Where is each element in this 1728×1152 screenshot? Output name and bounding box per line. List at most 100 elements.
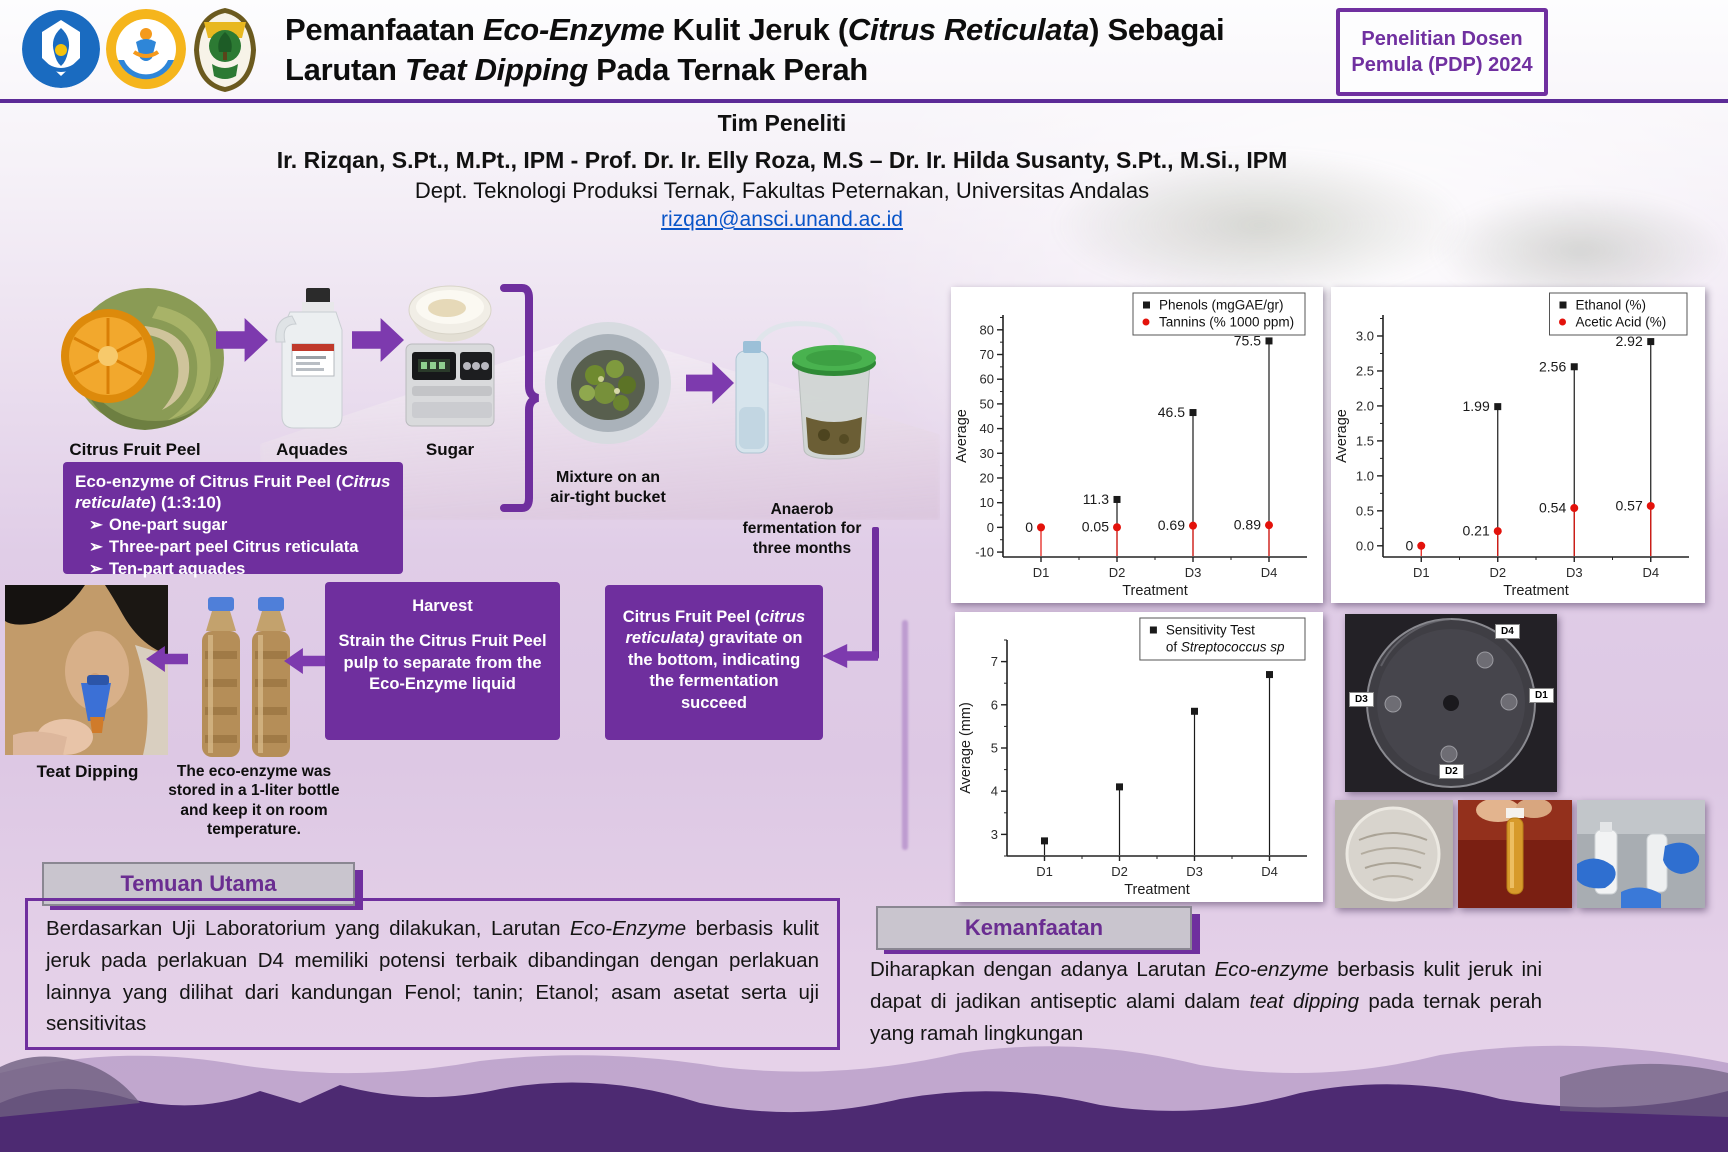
svg-text:3.0: 3.0 bbox=[1356, 328, 1374, 343]
grant-badge: Penelitian Dosen Pemula (PDP) 2024 bbox=[1336, 8, 1548, 96]
svg-text:1.5: 1.5 bbox=[1356, 433, 1374, 448]
label-sugar: Sugar bbox=[425, 440, 475, 459]
photo-gloved-hands-bottles bbox=[1577, 800, 1705, 908]
recipe-item: ➢ One-part sugar bbox=[75, 514, 391, 536]
chart-ethanol-acetic: 0.0 0.5 1.0 1.5 2.0 2.5 3.0 D1 D2 D3 D4 Treatment Av… bbox=[1334, 292, 1689, 599]
chart-sensitivity-panel: 3 4 5 6 7 D1 D2 D3 D4 Treatment Average (mm) Sensit… bbox=[955, 612, 1323, 902]
arrow-bullet-icon: ➢ bbox=[89, 560, 103, 579]
svg-text:D4: D4 bbox=[1261, 565, 1278, 580]
svg-text:75.5: 75.5 bbox=[1234, 332, 1261, 348]
svg-text:70: 70 bbox=[980, 347, 994, 362]
svg-text:30: 30 bbox=[980, 446, 994, 461]
photo-anaerob-fermentation bbox=[735, 321, 876, 460]
photo-test-tube bbox=[1458, 800, 1572, 908]
svg-text:D1: D1 bbox=[1033, 565, 1050, 580]
svg-text:1.0: 1.0 bbox=[1356, 468, 1374, 483]
svg-text:Acetic Acid (%): Acetic Acid (%) bbox=[1576, 315, 1667, 330]
svg-text:Average (mm): Average (mm) bbox=[958, 702, 974, 794]
svg-text:of Streptococcus sp: of Streptococcus sp bbox=[1166, 640, 1285, 655]
photo-teat-dipping bbox=[5, 585, 168, 755]
svg-text:Average: Average bbox=[1334, 409, 1350, 463]
benefits-body: Diharapkan dengan adanya Larutan Eco-enz… bbox=[870, 958, 1542, 1045]
svg-text:46.5: 46.5 bbox=[1158, 404, 1185, 420]
benefits-heading: Kemanfaatan bbox=[876, 906, 1192, 950]
petri-label-d2: D2 bbox=[1439, 764, 1464, 779]
svg-text:11.3: 11.3 bbox=[1083, 491, 1109, 507]
petri-label-d1: D1 bbox=[1529, 688, 1554, 703]
photo-mixture-bowl bbox=[545, 322, 671, 444]
petri-label-d3: D3 bbox=[1349, 692, 1374, 707]
svg-text:0.5: 0.5 bbox=[1356, 503, 1374, 518]
svg-text:D4: D4 bbox=[1642, 565, 1659, 580]
svg-text:0.05: 0.05 bbox=[1082, 519, 1109, 535]
svg-text:0.0: 0.0 bbox=[1356, 538, 1374, 553]
svg-text:D2: D2 bbox=[1489, 565, 1506, 580]
email-link[interactable]: rizqan@ansci.unand.ac.id bbox=[661, 208, 903, 231]
svg-text:2.92: 2.92 bbox=[1616, 333, 1643, 349]
recipe-box: Eco-enzyme of Citrus Fruit Peel (Citrus … bbox=[63, 462, 403, 578]
harvest-box: Harvest Strain the Citrus Fruit Peel pul… bbox=[325, 582, 560, 740]
svg-text:7: 7 bbox=[991, 654, 998, 669]
kemdikbud-logo-icon bbox=[22, 10, 100, 88]
svg-text:D1: D1 bbox=[1036, 864, 1053, 879]
harvest-title: Harvest bbox=[412, 597, 473, 615]
svg-text:2.5: 2.5 bbox=[1356, 363, 1374, 378]
flow-connector bbox=[872, 527, 879, 659]
label-mixture: Mixture on an air-tight bucket bbox=[550, 469, 666, 506]
bottom-wave-decoration bbox=[0, 1045, 1728, 1152]
chart-phenols-tannins-panel: -10 0 10 20 30 40 50 60 70 80 D1 D2 D3 D4 Treatment Ave… bbox=[951, 287, 1323, 603]
harvest-body: Strain the Citrus Fruit Peel pulp to sep… bbox=[338, 632, 547, 694]
svg-text:0.21: 0.21 bbox=[1463, 523, 1490, 539]
photo-sugar-on-scale bbox=[405, 285, 495, 427]
team-heading: Tim Peneliti bbox=[717, 110, 847, 136]
background-trees bbox=[1050, 150, 1470, 300]
svg-text:Average: Average bbox=[954, 409, 970, 463]
petri-label-d4: D4 bbox=[1495, 624, 1520, 639]
background-plant-stem bbox=[902, 620, 908, 850]
diktisaintek-berdampak-logo-icon bbox=[106, 9, 186, 89]
svg-text:Sensitivity Test: Sensitivity Test bbox=[1166, 623, 1255, 638]
svg-text:0.69: 0.69 bbox=[1158, 517, 1185, 533]
svg-text:2.56: 2.56 bbox=[1539, 358, 1566, 374]
svg-text:2.0: 2.0 bbox=[1356, 398, 1374, 413]
svg-text:D3: D3 bbox=[1186, 864, 1203, 879]
svg-text:D2: D2 bbox=[1111, 864, 1128, 879]
svg-text:20: 20 bbox=[980, 470, 994, 485]
chart-phenols-tannins: -10 0 10 20 30 40 50 60 70 80 D1 D2 D3 D4 Treatment Ave… bbox=[954, 292, 1307, 599]
svg-text:D1: D1 bbox=[1413, 565, 1430, 580]
svg-text:6: 6 bbox=[991, 697, 998, 712]
photo-agar-streak bbox=[1335, 800, 1453, 908]
team-section: Tim Peneliti Ir. Rizqan, S.Pt., M.Pt., I… bbox=[0, 110, 1564, 232]
svg-text:D4: D4 bbox=[1261, 864, 1278, 879]
svg-text:3: 3 bbox=[991, 827, 998, 842]
arrow-bullet-icon: ➢ bbox=[89, 537, 103, 556]
svg-text:0: 0 bbox=[1025, 519, 1033, 535]
label-citrus-fruit-peel: Citrus Fruit Peel bbox=[69, 440, 201, 459]
svg-text:10: 10 bbox=[980, 495, 994, 510]
svg-text:80: 80 bbox=[980, 322, 994, 337]
svg-text:5: 5 bbox=[991, 741, 998, 756]
recipe-title: Eco-enzyme of Citrus Fruit Peel (Citrus … bbox=[75, 472, 391, 513]
team-dept: Dept. Teknologi Produksi Ternak, Fakulta… bbox=[414, 178, 1150, 203]
svg-text:0.54: 0.54 bbox=[1539, 500, 1566, 516]
svg-text:D3: D3 bbox=[1185, 565, 1202, 580]
label-teat-dipping: Teat Dipping bbox=[36, 762, 139, 781]
photo-ecoenzyme-bottles bbox=[202, 597, 290, 757]
svg-text:Ethanol (%): Ethanol (%) bbox=[1576, 298, 1647, 313]
gravitate-box: Citrus Fruit Peel (citrus reticulata) gr… bbox=[605, 585, 823, 740]
header-divider bbox=[0, 99, 1728, 103]
svg-text:D2: D2 bbox=[1109, 565, 1126, 580]
svg-text:Phenols (mgGAE/gr): Phenols (mgGAE/gr) bbox=[1159, 298, 1284, 313]
svg-text:0.57: 0.57 bbox=[1616, 497, 1643, 513]
svg-text:0.89: 0.89 bbox=[1234, 517, 1261, 533]
svg-text:1.99: 1.99 bbox=[1463, 398, 1490, 414]
photo-petri-sensitivity: D4 D1 D3 D2 bbox=[1345, 614, 1557, 792]
arrow-bullet-icon: ➢ bbox=[89, 515, 103, 534]
svg-text:Tannins (% 1000 ppm): Tannins (% 1000 ppm) bbox=[1159, 315, 1294, 330]
svg-text:50: 50 bbox=[980, 396, 994, 411]
findings-body: Berdasarkan Uji Laboratorium yang dilaku… bbox=[25, 898, 840, 1050]
chart-sensitivity: 3 4 5 6 7 D1 D2 D3 D4 Treatment Average (mm) Sensit… bbox=[958, 617, 1307, 898]
recipe-item: ➢ Ten-part aquades bbox=[75, 558, 391, 580]
caption-bottle-storage: The eco-enzyme was stored in a 1-liter b… bbox=[168, 763, 340, 839]
